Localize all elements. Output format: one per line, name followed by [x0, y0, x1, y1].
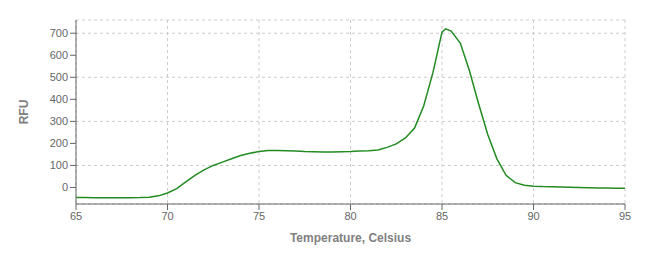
svg-text:200: 200	[50, 137, 68, 149]
svg-text:300: 300	[50, 115, 68, 127]
svg-text:600: 600	[50, 49, 68, 61]
svg-text:RFU: RFU	[17, 100, 31, 125]
svg-text:400: 400	[50, 93, 68, 105]
svg-text:95: 95	[619, 210, 631, 222]
svg-text:80: 80	[344, 210, 356, 222]
svg-text:75: 75	[253, 210, 265, 222]
svg-text:500: 500	[50, 71, 68, 83]
svg-text:0: 0	[62, 181, 68, 193]
svg-text:100: 100	[50, 159, 68, 171]
svg-text:85: 85	[436, 210, 448, 222]
svg-text:70: 70	[161, 210, 173, 222]
svg-text:65: 65	[70, 210, 82, 222]
svg-text:90: 90	[527, 210, 539, 222]
svg-text:700: 700	[50, 27, 68, 39]
svg-text:Temperature, Celsius: Temperature, Celsius	[290, 231, 411, 245]
